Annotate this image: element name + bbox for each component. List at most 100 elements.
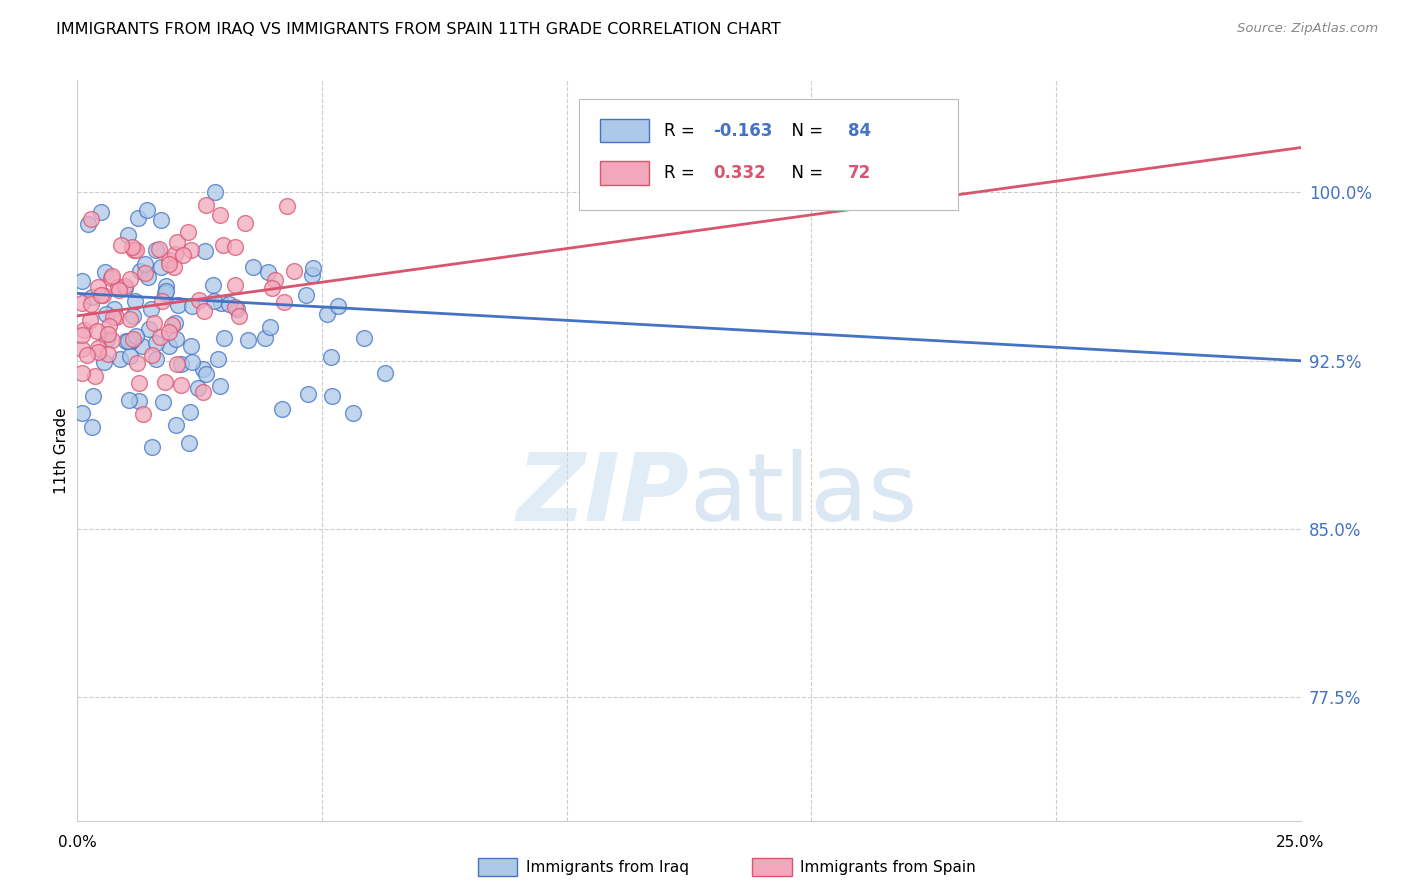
- Point: [93, 355, 115, 369]
- Point: [328, 299, 350, 313]
- Point: [87, 342, 110, 356]
- Point: [108, 283, 131, 297]
- Point: [136, 269, 159, 284]
- Point: [87, 345, 110, 359]
- Point: [264, 273, 287, 287]
- Text: 72: 72: [848, 164, 872, 182]
- Point: [101, 268, 124, 283]
- Point: [125, 329, 148, 343]
- Point: [145, 351, 167, 366]
- Point: [259, 319, 281, 334]
- Point: [163, 260, 186, 274]
- Point: [228, 309, 250, 323]
- Text: ZIP: ZIP: [516, 449, 689, 541]
- Text: 0.0%: 0.0%: [58, 836, 97, 850]
- Point: [155, 284, 177, 298]
- Point: [204, 294, 226, 309]
- Point: [297, 387, 319, 401]
- Point: [204, 185, 226, 199]
- Point: [138, 322, 160, 336]
- Point: [353, 331, 375, 345]
- Point: [86, 279, 108, 293]
- Point: [233, 216, 256, 230]
- Point: [166, 235, 188, 250]
- Point: [70, 296, 93, 310]
- Point: [226, 301, 249, 316]
- Point: [127, 356, 149, 370]
- Point: [180, 339, 202, 353]
- Point: [301, 260, 323, 275]
- Point: [191, 362, 214, 376]
- Point: [127, 211, 149, 225]
- Point: [321, 388, 343, 402]
- Point: [70, 328, 93, 343]
- Point: [108, 351, 131, 366]
- Point: [295, 287, 318, 301]
- Point: [128, 263, 150, 277]
- Point: [187, 381, 209, 395]
- Point: [224, 240, 246, 254]
- Point: [166, 357, 188, 371]
- Point: [179, 405, 201, 419]
- Point: [242, 260, 264, 275]
- Point: [100, 333, 122, 347]
- Point: [301, 268, 323, 282]
- Point: [114, 281, 136, 295]
- Point: [114, 279, 136, 293]
- Text: 25.0%: 25.0%: [1277, 836, 1324, 850]
- Point: [90, 205, 112, 219]
- FancyBboxPatch shape: [579, 99, 957, 210]
- Text: Immigrants from Spain: Immigrants from Spain: [800, 860, 976, 874]
- Point: [212, 237, 235, 252]
- Point: [149, 330, 172, 344]
- Point: [141, 348, 163, 362]
- Point: [260, 281, 283, 295]
- Point: [319, 350, 342, 364]
- Point: [91, 288, 114, 302]
- Point: [128, 393, 150, 408]
- Point: [253, 331, 276, 345]
- Point: [180, 355, 202, 369]
- Point: [145, 336, 167, 351]
- Text: R =: R =: [665, 164, 700, 182]
- Point: [139, 301, 162, 316]
- Point: [121, 333, 143, 347]
- Point: [118, 272, 141, 286]
- Text: R =: R =: [665, 121, 700, 140]
- Point: [157, 325, 180, 339]
- Point: [120, 334, 142, 348]
- Point: [155, 278, 177, 293]
- Point: [103, 301, 125, 316]
- Point: [77, 217, 100, 231]
- Point: [121, 334, 143, 349]
- Point: [165, 316, 187, 330]
- Point: [218, 297, 240, 311]
- Point: [152, 394, 174, 409]
- Point: [194, 244, 217, 258]
- Text: N =: N =: [780, 164, 828, 182]
- Point: [70, 342, 93, 356]
- Point: [169, 357, 191, 371]
- Point: [273, 294, 295, 309]
- Point: [122, 309, 145, 323]
- Point: [128, 376, 150, 391]
- Point: [118, 393, 141, 408]
- Point: [180, 244, 202, 258]
- Text: 0.332: 0.332: [713, 164, 766, 182]
- Text: IMMIGRANTS FROM IRAQ VS IMMIGRANTS FROM SPAIN 11TH GRADE CORRELATION CHART: IMMIGRANTS FROM IRAQ VS IMMIGRANTS FROM …: [56, 22, 780, 37]
- Point: [157, 257, 180, 271]
- Text: Source: ZipAtlas.com: Source: ZipAtlas.com: [1237, 22, 1378, 36]
- Point: [155, 286, 177, 301]
- Point: [207, 352, 229, 367]
- Point: [93, 265, 115, 279]
- FancyBboxPatch shape: [599, 161, 648, 185]
- Point: [110, 237, 132, 252]
- Text: atlas: atlas: [689, 449, 917, 541]
- Point: [135, 202, 157, 217]
- Point: [276, 200, 298, 214]
- Point: [212, 331, 235, 345]
- Point: [209, 295, 232, 310]
- Point: [208, 208, 231, 222]
- Point: [118, 311, 141, 326]
- Point: [208, 379, 231, 393]
